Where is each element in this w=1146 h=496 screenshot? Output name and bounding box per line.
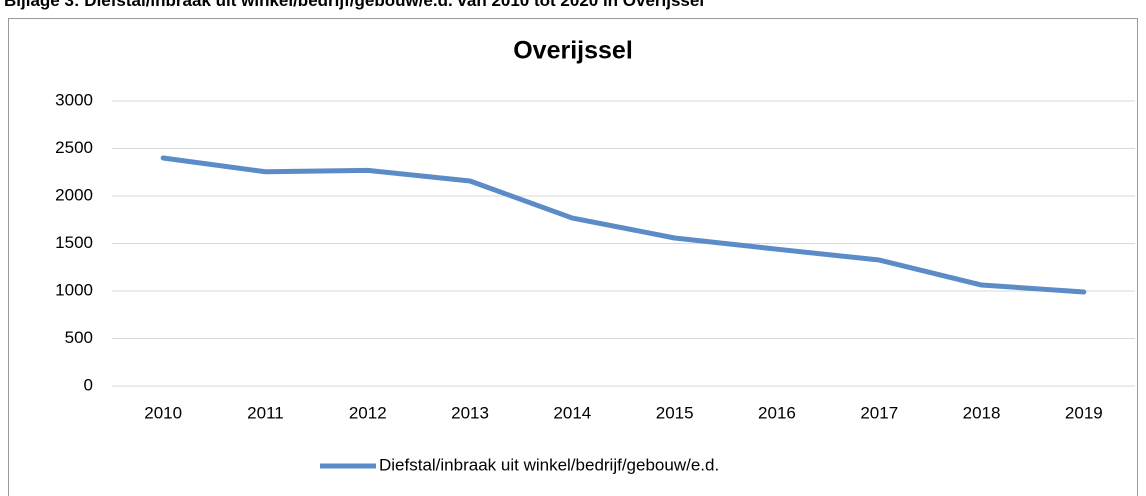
x-tick-label: 2012 [349, 403, 387, 422]
page-heading: Bijlage 3: Diefstal/inbraak uit winkel/b… [4, 0, 705, 10]
y-tick-label: 500 [65, 328, 93, 347]
y-tick-label: 2500 [55, 138, 93, 157]
data-line [160, 155, 1087, 295]
y-tick-label: 1000 [55, 280, 93, 299]
chart-border [8, 18, 1138, 496]
y-tick-label: 1500 [55, 233, 93, 252]
legend-label: Diefstal/inbraak uit winkel/bedrijf/gebo… [379, 455, 719, 474]
y-tick-label: 0 [84, 375, 93, 394]
x-tick-label: 2017 [860, 403, 898, 422]
x-tick-label: 2010 [144, 403, 182, 422]
x-tick-label: 2015 [656, 403, 694, 422]
x-tick-label: 2016 [758, 403, 796, 422]
x-tick-label: 2013 [451, 403, 489, 422]
x-tick-label: 2019 [1065, 403, 1103, 422]
chart-title: Overijssel [513, 37, 633, 65]
x-tick-label: 2018 [963, 403, 1001, 422]
y-tick-label: 3000 [55, 90, 93, 109]
x-tick-label: 2011 [247, 403, 284, 422]
x-tick-label: 2014 [553, 403, 591, 422]
y-tick-label: 2000 [55, 185, 93, 204]
